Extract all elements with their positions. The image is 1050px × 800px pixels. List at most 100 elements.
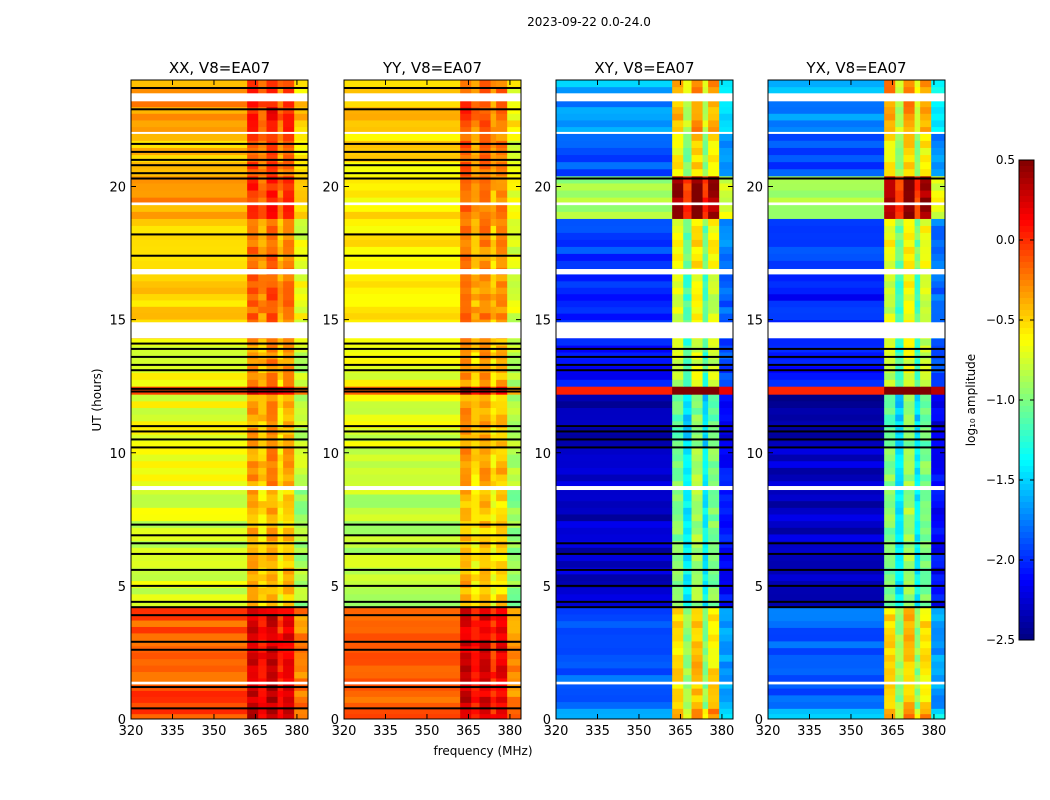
heatmap-cell (931, 161, 946, 170)
heatmap-cell (768, 573, 885, 582)
heatmap-cell (247, 80, 259, 88)
heatmap-cell (131, 713, 248, 720)
heatmap-cell (294, 560, 309, 568)
heatmap-cell (258, 260, 268, 268)
heatmap-cell (490, 99, 497, 108)
heatmap-cell (556, 140, 673, 148)
colorbar-segment (1019, 514, 1034, 521)
heatmap-cell (719, 182, 734, 191)
heatmap-cell (247, 677, 259, 685)
heatmap-cell (258, 639, 268, 647)
heatmap-cell (479, 671, 492, 679)
heatmap-cell (708, 204, 720, 212)
heatmap-cell (490, 507, 497, 515)
flagged-line (131, 430, 308, 433)
heatmap-cell (768, 640, 885, 649)
heatmap-cell (702, 593, 709, 602)
heatmap-cell (294, 400, 309, 408)
flagged-gap (768, 269, 945, 275)
heatmap-cell (768, 507, 885, 515)
flagged-gap (131, 202, 308, 206)
heatmap-cell (691, 434, 704, 442)
heatmap-cell (247, 507, 259, 515)
flagged-line (344, 568, 521, 571)
heatmap-cell (131, 204, 248, 212)
heatmap-cell (556, 168, 673, 177)
heatmap-cell (283, 507, 295, 515)
heatmap-cell (131, 513, 248, 522)
heatmap-cell (903, 182, 916, 191)
heatmap-cell (294, 86, 309, 94)
heatmap-cell (266, 677, 279, 685)
heatmap-cell (131, 658, 248, 666)
x-tick-label: 320 (544, 724, 569, 739)
flagged-line (131, 686, 308, 689)
heatmap-cell (719, 274, 734, 282)
flagged-line (344, 600, 521, 603)
heatmap-cell (283, 480, 295, 488)
heatmap-cell (719, 306, 734, 314)
colorbar-segment (1019, 448, 1034, 455)
heatmap-cell (691, 232, 704, 240)
heatmap-cell (895, 434, 905, 442)
heatmap-cell (266, 99, 279, 108)
heatmap-cell (719, 161, 734, 170)
heatmap-cell (277, 372, 284, 380)
heatmap-cell (277, 671, 284, 679)
heatmap-cell (507, 454, 522, 462)
heatmap-cell (507, 306, 522, 314)
flagged-line (556, 446, 733, 449)
heatmap-cell (914, 400, 921, 408)
heatmap-cell (903, 640, 916, 649)
heatmap-cell (258, 400, 268, 408)
heatmap-cell (719, 351, 734, 360)
heatmap-cell (672, 454, 684, 462)
flagged-gap (556, 93, 733, 102)
heatmap-cell (884, 358, 896, 367)
heatmap-cell (903, 460, 916, 468)
heatmap-cell (914, 300, 921, 308)
heatmap-cell (247, 702, 259, 709)
heatmap-cell (496, 713, 508, 720)
heatmap-cell (895, 197, 905, 205)
heatmap-cell (702, 161, 709, 170)
heatmap-cell (719, 640, 734, 649)
heatmap-cell (920, 527, 932, 535)
heatmap-cell (702, 225, 709, 233)
heatmap-cell (258, 434, 268, 442)
y-tick-label: 5 (118, 580, 126, 595)
colorbar-segment (1019, 562, 1034, 569)
heatmap-cell (884, 147, 896, 156)
heatmap-cell (708, 80, 720, 88)
heatmap-cell (471, 379, 481, 387)
heatmap-cell (496, 126, 508, 134)
heatmap-cell (266, 474, 279, 482)
heatmap-cell (247, 553, 259, 562)
heatmap-cell (719, 647, 734, 655)
heatmap-cell (556, 204, 673, 212)
heatmap-cell (895, 154, 905, 163)
colorbar-segment (1019, 556, 1034, 563)
heatmap-cell (283, 400, 295, 408)
flagged-line (344, 390, 521, 393)
heatmap-cell (283, 533, 295, 542)
heatmap-cell (920, 313, 932, 321)
heatmap-cell (490, 126, 497, 134)
heatmap-cell (920, 147, 932, 156)
heatmap-cell (490, 587, 497, 595)
heatmap-cell (683, 147, 693, 156)
heatmap-cell (672, 113, 684, 121)
heatmap-cell (258, 190, 268, 198)
heatmap-cell (507, 460, 522, 468)
heatmap-cell (672, 661, 684, 669)
heatmap-cell (683, 280, 693, 288)
heatmap-cell (277, 246, 284, 254)
heatmap-cell (672, 500, 684, 508)
heatmap-cell (507, 182, 522, 191)
heatmap-cell (903, 300, 916, 308)
colorbar-segment (1019, 160, 1034, 167)
heatmap-cell (490, 239, 497, 247)
heatmap-cell (702, 386, 709, 395)
heatmap-cell (702, 600, 709, 608)
heatmap-cell (496, 204, 508, 212)
